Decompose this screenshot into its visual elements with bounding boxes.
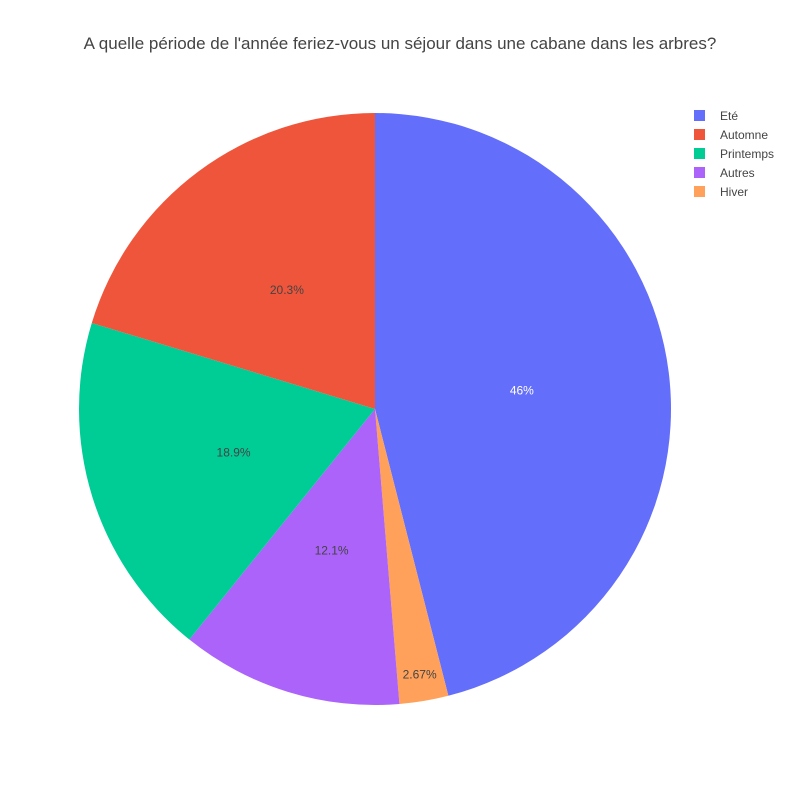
pie-slice-hiver[interactable] — [375, 409, 449, 704]
legend-label: Automne — [720, 127, 769, 142]
legend-label: Autres — [720, 165, 755, 180]
legend-swatch — [694, 167, 705, 178]
legend-item[interactable]: Eté — [694, 106, 774, 125]
legend-item[interactable]: Printemps — [694, 144, 774, 163]
slice-label: 12.1% — [315, 543, 349, 557]
legend: Eté Automne Printemps Autres Hiver — [694, 106, 774, 201]
pie-slice-et-[interactable] — [375, 113, 671, 696]
legend-item[interactable]: Hiver — [694, 182, 774, 201]
legend-item[interactable]: Automne — [694, 125, 774, 144]
pie-slice-printemps[interactable] — [79, 322, 376, 640]
slice-label: 2.67% — [403, 668, 437, 682]
pie-slice-automne[interactable] — [91, 113, 376, 409]
legend-label: Eté — [720, 108, 739, 123]
slice-label: 18.9% — [217, 446, 251, 460]
chart-title: A quelle période de l'année feriez-vous … — [83, 34, 717, 53]
legend-label: Hiver — [720, 184, 749, 199]
legend-swatch — [694, 110, 705, 121]
legend-swatch — [694, 186, 705, 197]
slice-label: 20.3% — [270, 283, 304, 297]
legend-swatch — [694, 129, 705, 140]
legend-label: Printemps — [720, 146, 775, 161]
legend-item[interactable]: Autres — [694, 163, 774, 182]
legend-swatch — [694, 148, 705, 159]
slice-label: 46% — [510, 384, 534, 398]
pie-slice-autres[interactable] — [189, 409, 400, 705]
